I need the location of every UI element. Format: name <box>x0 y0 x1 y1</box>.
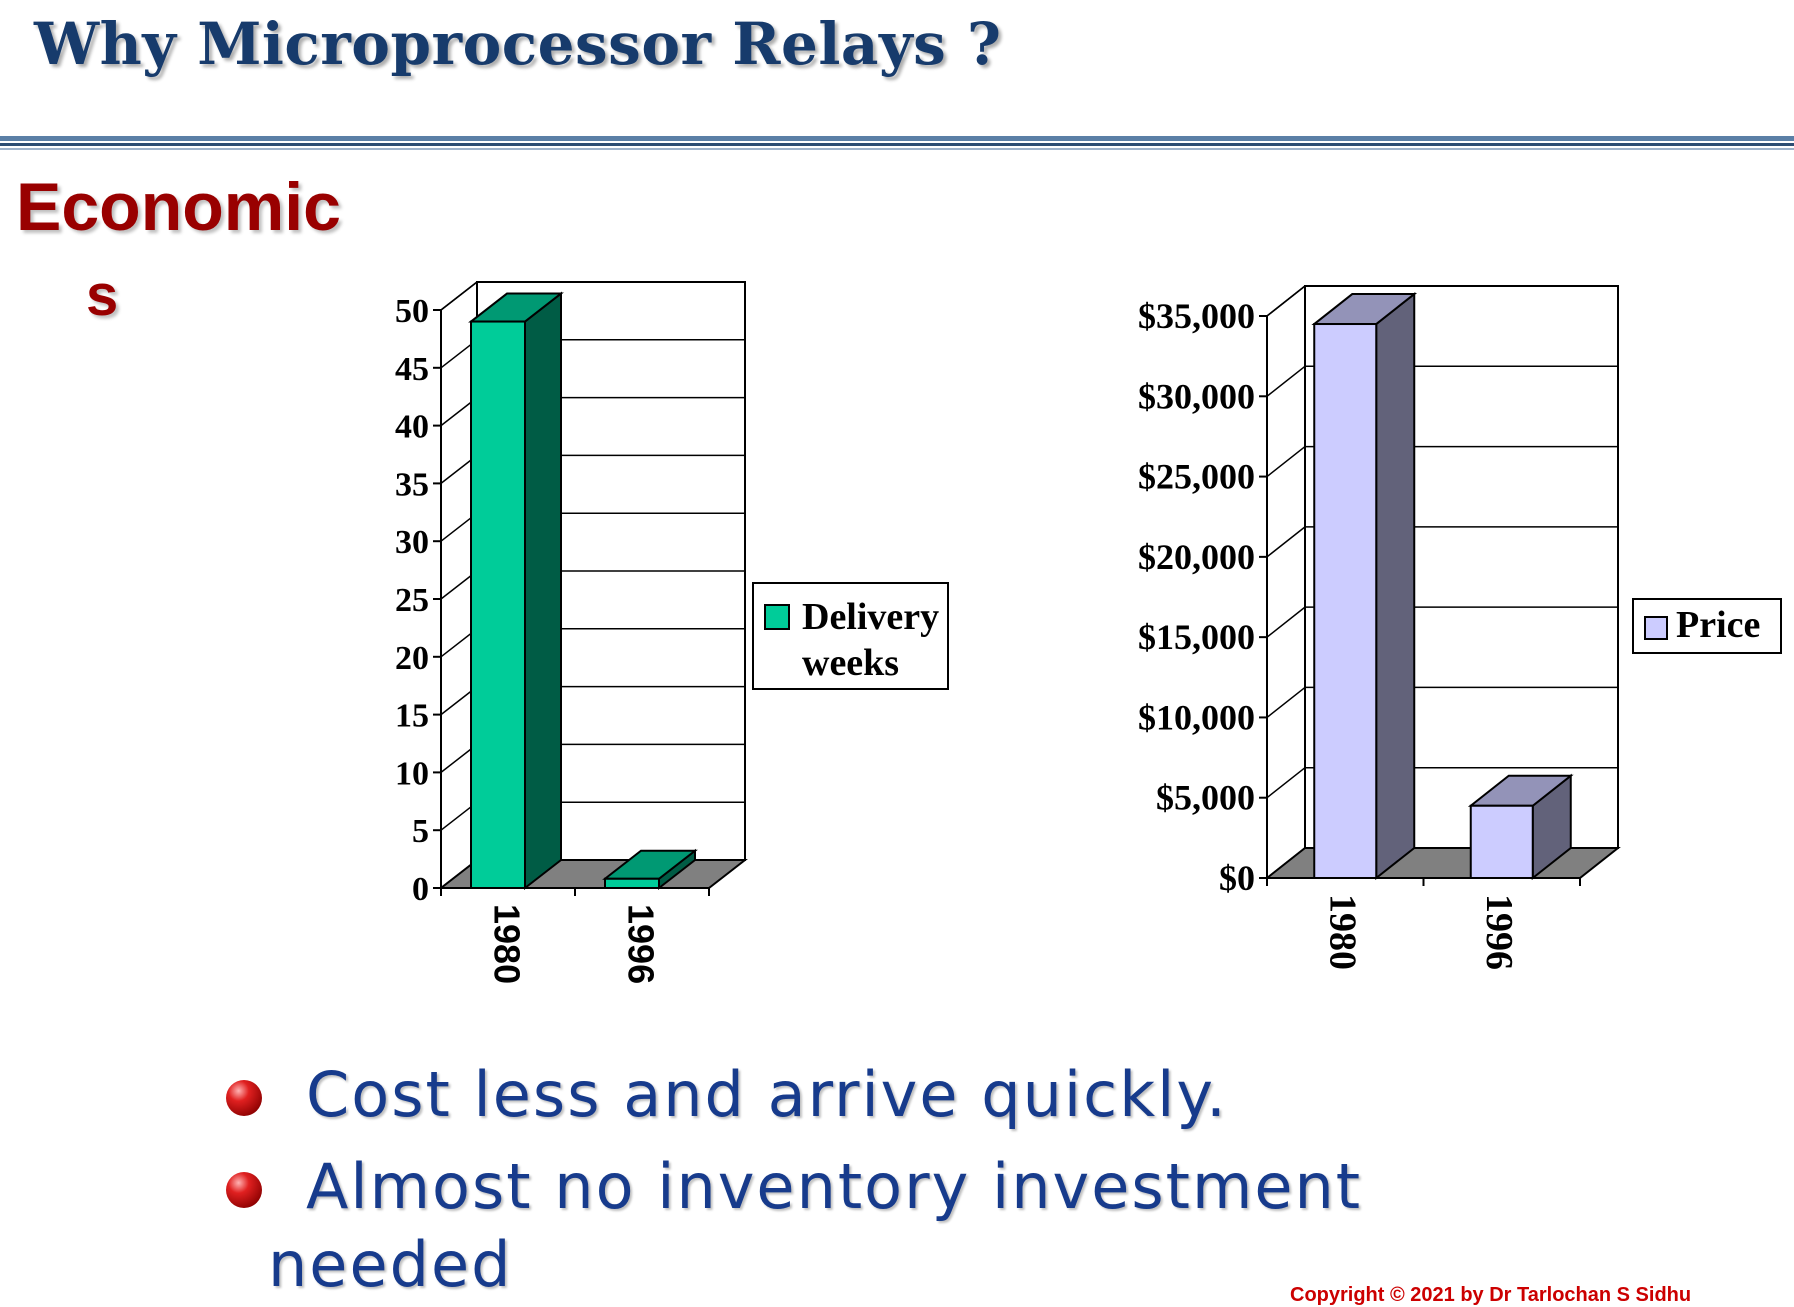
gridline-diagonal <box>1266 767 1306 799</box>
y-tick-label: $10,000 <box>1138 697 1255 737</box>
section-heading-wrap: s <box>86 263 119 328</box>
top-diagonal <box>440 281 478 311</box>
gridline-diagonal <box>1266 365 1306 397</box>
bar <box>470 320 526 889</box>
top-diagonal <box>1266 285 1306 317</box>
y-tick-label: 35 <box>395 466 429 503</box>
y-tick-label: $0 <box>1219 858 1255 898</box>
bar <box>604 877 660 890</box>
section-heading: Economic <box>16 169 341 245</box>
title-rule-light <box>0 148 1794 150</box>
bullet-text-1: Cost less and arrive quickly. <box>306 1058 1228 1131</box>
bullet-icon <box>226 1080 262 1116</box>
y-tick-label: 25 <box>395 582 429 619</box>
bullet-text-2: Almost no inventory investment <box>306 1150 1363 1223</box>
y-tick-label: $5,000 <box>1156 778 1255 818</box>
delivery-legend-label-2: weeks <box>802 642 900 684</box>
x-tick-label: 1980 <box>1322 894 1364 970</box>
y-tick-label: $20,000 <box>1138 537 1255 577</box>
bar <box>1469 804 1534 879</box>
x-tick-label: 1996 <box>620 904 661 984</box>
bullet-icon <box>226 1172 262 1208</box>
gridline-diagonal <box>1266 686 1306 719</box>
price-legend-label: Price <box>1676 604 1761 646</box>
y-tick-label: 30 <box>395 524 429 561</box>
price-legend-swatch <box>1644 616 1668 640</box>
x-tick-label: 1996 <box>1478 894 1520 970</box>
delivery-legend: Delivery weeks <box>752 582 949 690</box>
y-tick-label: 20 <box>395 640 429 677</box>
y-tick-label: 40 <box>395 409 429 446</box>
y-tick-label: 10 <box>395 755 429 792</box>
price-legend: Price <box>1632 598 1782 654</box>
y-tick-label: 15 <box>395 698 429 735</box>
y-tick-label: $15,000 <box>1138 617 1255 657</box>
y-tick-label: $35,000 <box>1138 296 1255 336</box>
y-tick-label: 5 <box>412 813 429 850</box>
gridline-diagonal <box>1266 445 1306 478</box>
delivery-legend-swatch <box>764 604 790 630</box>
delivery-legend-label: Delivery <box>802 596 940 638</box>
gridline-diagonal <box>1266 526 1306 558</box>
y-tick-label: 0 <box>412 871 429 908</box>
title-rule <box>0 136 1794 141</box>
y-tick-label: $30,000 <box>1138 376 1255 416</box>
bar-side <box>1375 291 1416 881</box>
y-tick-label: 50 <box>395 293 429 330</box>
y-tick-label: 45 <box>395 351 429 388</box>
page-title: Why Microprocessor Relays ? <box>34 10 1002 78</box>
title-rule-dark <box>0 143 1794 146</box>
bullet-text-2-cont: needed <box>268 1228 513 1301</box>
bar <box>1313 323 1378 879</box>
y-tick-label: $25,000 <box>1138 457 1255 497</box>
gridline-diagonal <box>1266 606 1306 638</box>
x-tick-label: 1980 <box>486 904 527 984</box>
